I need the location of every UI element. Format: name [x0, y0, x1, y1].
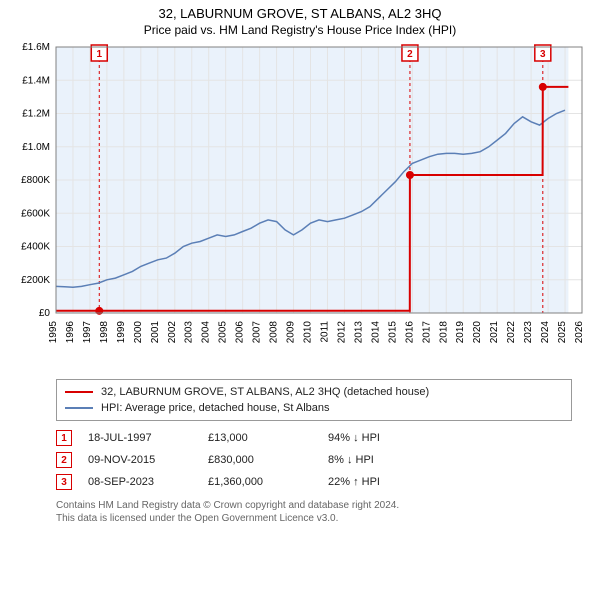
svg-text:2012: 2012	[336, 321, 347, 344]
svg-text:£600K: £600K	[21, 208, 50, 219]
footer-line: Contains HM Land Registry data © Crown c…	[56, 499, 572, 512]
svg-text:2021: 2021	[489, 321, 500, 344]
svg-text:2023: 2023	[523, 321, 534, 344]
svg-text:2026: 2026	[574, 321, 585, 344]
svg-text:2020: 2020	[472, 321, 483, 344]
svg-text:2000: 2000	[133, 321, 144, 344]
svg-text:£1.2M: £1.2M	[22, 109, 50, 120]
title-subtitle: Price paid vs. HM Land Registry's House …	[8, 23, 592, 37]
svg-text:2006: 2006	[235, 321, 246, 344]
svg-text:2013: 2013	[353, 321, 364, 344]
svg-text:2: 2	[407, 49, 413, 60]
svg-text:2018: 2018	[438, 321, 449, 344]
svg-text:2009: 2009	[286, 321, 297, 344]
svg-text:1: 1	[96, 49, 102, 60]
marker-badge: 1	[56, 430, 72, 446]
svg-text:2019: 2019	[455, 321, 466, 344]
footer: Contains HM Land Registry data © Crown c…	[56, 499, 572, 525]
svg-text:2007: 2007	[252, 321, 263, 344]
svg-text:1997: 1997	[82, 321, 93, 344]
txn-date: 18-JUL-1997	[88, 432, 208, 444]
txn-price: £1,360,000	[208, 476, 328, 488]
svg-text:£0: £0	[39, 308, 51, 319]
txn-price: £830,000	[208, 454, 328, 466]
chart-svg: £0 £200K £400K £600K £800K £1.0M £1.2M £1.4M £1.…	[8, 41, 592, 371]
txn-delta: 22% ↑ HPI	[328, 476, 448, 488]
legend-swatch	[65, 391, 93, 393]
svg-text:£1.6M: £1.6M	[22, 42, 50, 53]
svg-text:2001: 2001	[150, 321, 161, 344]
transactions-table: 1 18-JUL-1997 £13,000 94% ↓ HPI 2 09-NOV…	[56, 427, 572, 493]
svg-text:2017: 2017	[421, 321, 432, 344]
marker-badge: 3	[56, 474, 72, 490]
svg-text:1999: 1999	[116, 321, 127, 344]
txn-delta: 8% ↓ HPI	[328, 454, 448, 466]
txn-date: 09-NOV-2015	[88, 454, 208, 466]
svg-text:2003: 2003	[184, 321, 195, 344]
svg-text:£400K: £400K	[21, 242, 50, 253]
svg-text:£1.4M: £1.4M	[22, 75, 50, 86]
title-address: 32, LABURNUM GROVE, ST ALBANS, AL2 3HQ	[8, 6, 592, 21]
svg-text:2010: 2010	[303, 321, 314, 344]
marker-badge: 2	[56, 452, 72, 468]
svg-text:2002: 2002	[167, 321, 178, 344]
svg-text:1995: 1995	[48, 321, 59, 344]
svg-text:£1.0M: £1.0M	[22, 142, 50, 153]
txn-delta: 94% ↓ HPI	[328, 432, 448, 444]
container: 32, LABURNUM GROVE, ST ALBANS, AL2 3HQ P…	[0, 0, 600, 529]
svg-text:1996: 1996	[65, 321, 76, 344]
legend-label: 32, LABURNUM GROVE, ST ALBANS, AL2 3HQ (…	[101, 386, 429, 398]
legend-label: HPI: Average price, detached house, St A…	[101, 402, 330, 414]
txn-date: 08-SEP-2023	[88, 476, 208, 488]
legend-item: HPI: Average price, detached house, St A…	[65, 400, 563, 416]
svg-text:2015: 2015	[387, 321, 398, 344]
svg-text:£800K: £800K	[21, 175, 50, 186]
table-row: 1 18-JUL-1997 £13,000 94% ↓ HPI	[56, 427, 572, 449]
legend-item: 32, LABURNUM GROVE, ST ALBANS, AL2 3HQ (…	[65, 384, 563, 400]
svg-text:2014: 2014	[370, 321, 381, 344]
svg-text:2011: 2011	[319, 321, 330, 343]
svg-text:2022: 2022	[506, 321, 517, 344]
chart: £0 £200K £400K £600K £800K £1.0M £1.2M £1.4M £1.…	[8, 41, 592, 371]
titles: 32, LABURNUM GROVE, ST ALBANS, AL2 3HQ P…	[8, 6, 592, 37]
svg-text:3: 3	[540, 49, 546, 60]
svg-text:2016: 2016	[404, 321, 415, 344]
legend-swatch	[65, 407, 93, 409]
svg-text:2005: 2005	[218, 321, 229, 344]
svg-text:2004: 2004	[201, 321, 212, 344]
svg-text:1998: 1998	[99, 321, 110, 344]
txn-price: £13,000	[208, 432, 328, 444]
table-row: 2 09-NOV-2015 £830,000 8% ↓ HPI	[56, 449, 572, 471]
legend: 32, LABURNUM GROVE, ST ALBANS, AL2 3HQ (…	[56, 379, 572, 421]
footer-line: This data is licensed under the Open Gov…	[56, 512, 572, 525]
svg-text:2025: 2025	[557, 321, 568, 344]
table-row: 3 08-SEP-2023 £1,360,000 22% ↑ HPI	[56, 471, 572, 493]
svg-text:2024: 2024	[540, 321, 551, 344]
svg-text:2008: 2008	[269, 321, 280, 344]
svg-text:£200K: £200K	[21, 275, 50, 286]
